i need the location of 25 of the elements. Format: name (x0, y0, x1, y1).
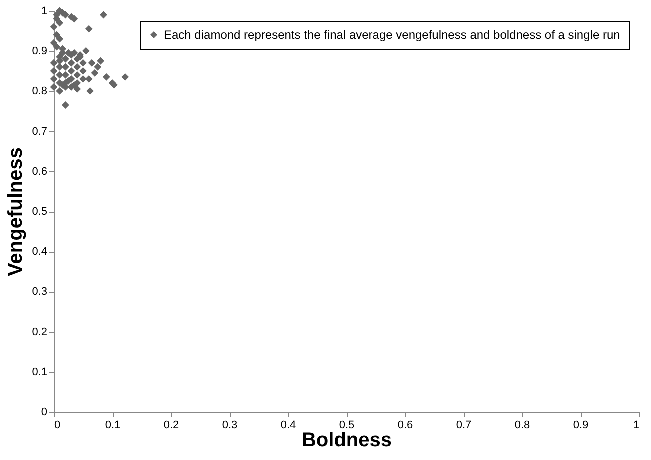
x-tick-label: 1 (633, 420, 640, 432)
x-tick-label: 0 (54, 420, 61, 432)
x-tick-label: 0.4 (280, 420, 296, 432)
y-tick-label: 0.6 (32, 166, 48, 178)
y-tick-label: 0.7 (32, 126, 48, 138)
x-tick-label: 0.5 (339, 420, 355, 432)
legend-label: Each diamond represents the final average vengefulness and boldness of a single run (164, 28, 620, 42)
x-tick-label: 0.3 (222, 420, 238, 432)
x-tick-label: 0.8 (514, 420, 530, 432)
y-tick-label: 0.4 (32, 246, 48, 258)
y-tick-label: 1 (41, 6, 48, 18)
y-tick-label: 0.1 (32, 366, 48, 378)
y-tick-label: 0.2 (32, 326, 48, 338)
x-axis-title: Boldness (302, 430, 392, 452)
x-tick-label: 0.2 (164, 420, 180, 432)
y-tick-label: 0.3 (32, 286, 48, 298)
x-tick-label: 0.7 (456, 420, 472, 432)
y-tick-label: 0 (41, 406, 48, 418)
y-tick-label: 0.5 (32, 206, 48, 218)
y-axis-title: Vengefulness (5, 148, 28, 276)
x-tick-label: 0.1 (105, 420, 121, 432)
x-tick-label: 0.6 (398, 420, 414, 432)
x-tick-label: 0.9 (573, 420, 589, 432)
y-tick-label: 0.8 (32, 86, 48, 98)
y-tick-label: 0.9 (32, 46, 48, 58)
